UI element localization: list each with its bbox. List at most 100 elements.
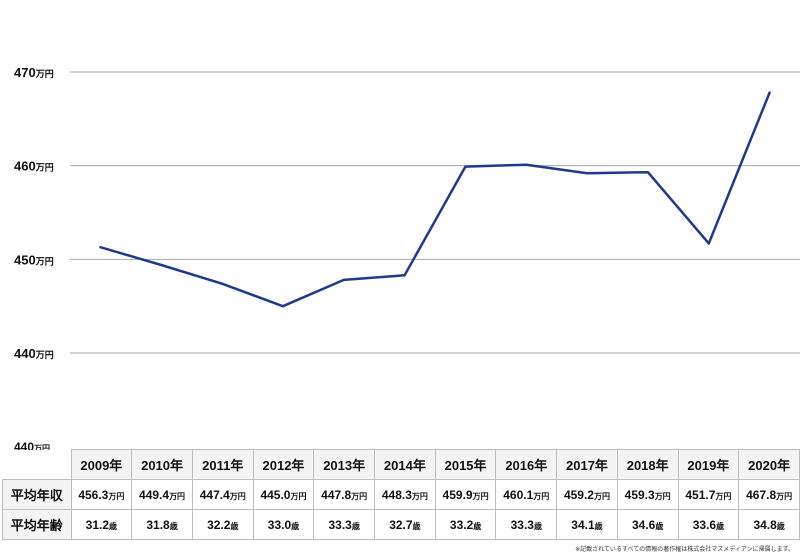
table-year-header: 2010年: [131, 449, 193, 480]
table-cell: 33.3歳: [313, 509, 376, 540]
table-cell-value: 459.3: [624, 487, 655, 502]
table-cell: 32.7歳: [374, 509, 436, 540]
table-cell: 447.8万円: [313, 479, 376, 510]
data-point: [220, 282, 224, 285]
table-cell-unit: 歳: [473, 521, 482, 531]
table-cell-value: 33.2: [449, 517, 474, 532]
table-year-header: 2018年: [616, 449, 679, 480]
series: [99, 91, 771, 308]
table-cell-value: 34.8: [753, 517, 777, 532]
table-cell-value: 447.4: [199, 487, 230, 502]
table-year-header: 2016年: [495, 449, 558, 480]
table-cell-unit: 歳: [291, 521, 300, 531]
table-cell-unit: 万円: [533, 491, 550, 501]
table-cell: 31.8歳: [131, 509, 193, 540]
table-cell-unit: 万円: [290, 491, 307, 501]
table-cell-value: 460.1: [503, 487, 534, 502]
table-cell-unit: 万円: [593, 491, 610, 501]
table-cell-value: 447.8: [321, 487, 352, 502]
table-cell: 33.0歳: [252, 509, 315, 540]
table-cell-unit: 万円: [411, 491, 428, 501]
y-tick-unit: 万円: [35, 69, 54, 79]
table-row-label: 平均年収: [2, 479, 72, 510]
table-cell-unit: 万円: [654, 491, 671, 501]
data-point: [281, 304, 285, 308]
table-year-header: 2020年: [738, 449, 800, 480]
table-cell: 459.2万円: [556, 479, 618, 510]
table-cell-unit: 万円: [472, 491, 489, 501]
table-cell-value: 459.2: [563, 487, 594, 502]
y-tick-unit: 万円: [35, 163, 54, 173]
y-tick-unit: 万円: [35, 350, 54, 360]
data-point: [342, 278, 345, 282]
table-cell: 447.4万円: [191, 479, 254, 510]
table-cell-unit: 歳: [776, 521, 785, 531]
table-cell-value: 34.6: [632, 517, 656, 532]
table-cell-unit: 歳: [655, 521, 664, 531]
table-cell: 33.3歳: [495, 509, 558, 540]
table-cell: 34.1歳: [556, 509, 618, 540]
y-tick-value: 470: [14, 65, 36, 80]
y-tick-label: 470万円: [14, 65, 54, 80]
table-cell-value: 34.1: [571, 517, 595, 532]
table-year-header: 2013年: [313, 449, 376, 480]
table-cell-value: 467.8: [746, 487, 777, 502]
table-row: 平均年齢 31.2歳 31.8歳 32.2歳 33.0歳 33.3歳 32.7歳 33.2歳 3…: [2, 509, 800, 540]
y-tick-unit: 万円: [35, 256, 54, 266]
table-cell-unit: 歳: [109, 521, 118, 531]
table-cell: 449.4万円: [131, 479, 193, 510]
table-cell-unit: 万円: [108, 491, 125, 501]
y-tick-value: 440: [14, 346, 36, 361]
data-point: [768, 91, 771, 94]
table-cell-value: 459.9: [442, 487, 473, 502]
table-cell-unit: 万円: [229, 491, 246, 501]
table-cell-unit: 歳: [230, 521, 239, 531]
table-cell-value: 33.0: [267, 517, 292, 532]
table-year-header: 2015年: [434, 449, 497, 480]
y-tick-value: 460: [14, 159, 36, 174]
data-point: [707, 242, 710, 245]
data-point: [403, 274, 406, 277]
table-corner-cell: [2, 449, 72, 480]
table-cell-unit: 万円: [776, 491, 793, 501]
table-cell-unit: 歳: [169, 521, 178, 531]
table-cell-value: 448.3: [381, 487, 412, 502]
table-cell: 34.6歳: [616, 509, 679, 540]
table-cell-value: 33.3: [510, 517, 534, 532]
table-cell-unit: 万円: [169, 491, 186, 501]
table-year-header: 2017年: [556, 449, 618, 480]
table-row-label: 平均年齢: [2, 509, 72, 540]
table-year-header: 2011年: [191, 449, 254, 480]
table-cell-unit: 歳: [594, 521, 603, 531]
data-point: [464, 165, 467, 168]
table-cell: 33.6歳: [677, 509, 740, 540]
data-table: 2009年 2010年 2011年 2012年 2013年 2014年 2015年 2016年…: [2, 449, 800, 540]
y-tick-label: 460万円: [14, 159, 54, 174]
table-cell-value: 31.8: [146, 517, 170, 532]
table-cell: 448.3万円: [374, 479, 436, 510]
table-cell-unit: 歳: [716, 521, 725, 531]
table-cell: 459.3万円: [616, 479, 679, 510]
table-row: 平均年収 456.3万円 449.4万円 447.4万円 445.0万円 447.8万円 4…: [2, 479, 800, 510]
table-cell-unit: 万円: [351, 491, 368, 501]
data-point: [525, 163, 528, 166]
copyright-footnote: ※記載されているすべての情報の著作権は株式会社マスメディアンに帰属します。: [575, 546, 794, 553]
table-year-header: 2009年: [70, 449, 133, 480]
table-cell: 34.8歳: [738, 509, 800, 540]
data-point: [646, 171, 650, 174]
table-cell: 445.0万円: [252, 479, 315, 510]
table-cell-value: 32.2: [207, 517, 231, 532]
table-cell-value: 449.4: [139, 487, 170, 502]
table-cell: 32.2歳: [191, 509, 254, 540]
table-header-row: 2009年 2010年 2011年 2012年 2013年 2014年 2015年 2016年…: [2, 449, 800, 480]
table-cell-value: 451.7: [685, 487, 716, 502]
table-cell: 456.3万円: [70, 479, 133, 510]
table-body: 平均年収 456.3万円 449.4万円 447.4万円 445.0万円 447.8万円 4…: [2, 479, 800, 540]
table-cell-unit: 歳: [533, 521, 542, 531]
table-cell-unit: 万円: [715, 491, 732, 501]
table-year-header: 2012年: [252, 449, 315, 480]
table-cell: 33.2歳: [434, 509, 497, 540]
data-point: [160, 263, 163, 267]
